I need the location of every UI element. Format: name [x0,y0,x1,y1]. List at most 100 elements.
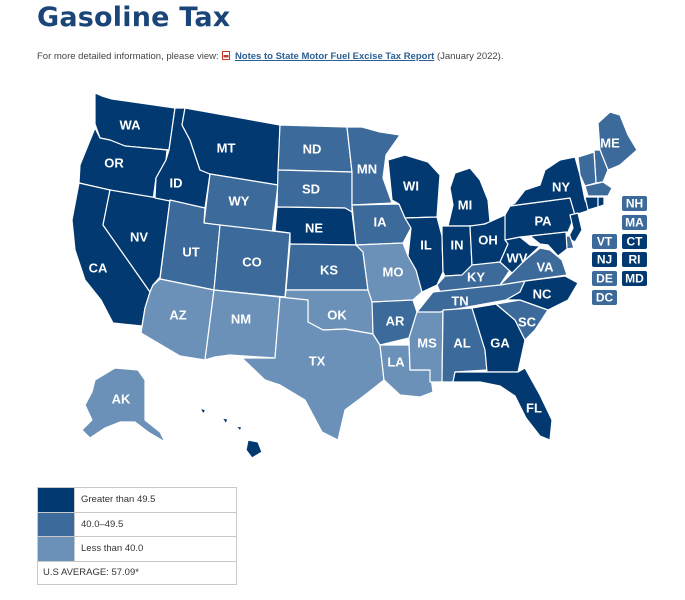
state-box-NH[interactable]: NH [622,196,647,211]
state-label-MA: MA [625,216,644,230]
state-NE[interactable]: NE [274,206,357,246]
state-label-DE: DE [596,272,613,286]
state-label-OK: OK [327,308,347,323]
state-MA[interactable] [584,181,613,197]
state-MD[interactable] [529,231,568,257]
state-label-MO: MO [383,265,404,280]
legend-swatch-high [38,488,75,512]
state-NC[interactable]: NC [505,275,579,311]
state-MO[interactable]: MO [355,242,423,303]
state-label-KY: KY [467,270,485,285]
state-label-IA: IA [374,215,388,230]
legend-row-high: Greater than 49.5 [38,488,236,513]
state-box-RI[interactable]: RI [622,252,647,267]
state-FL[interactable]: FL [452,367,553,441]
legend-row-mid: 40.0–49.5 [38,512,236,537]
state-WI[interactable]: WI [387,154,441,219]
state-MI[interactable]: MI [447,167,491,227]
state-label-NY: NY [552,180,570,195]
legend-swatch-mid [38,512,75,536]
state-SD[interactable]: SD [276,169,353,213]
state-AK[interactable]: AK [81,367,166,443]
state-OR[interactable]: OR [78,127,168,201]
state-label-SD: SD [302,182,320,197]
state-label-GA: GA [490,336,510,351]
state-OH[interactable]: OH [469,214,509,266]
state-AL[interactable]: AL [441,307,488,383]
legend-row-low: Less than 40.0 [38,537,236,562]
state-NM[interactable]: NM [204,289,281,361]
state-label-DC: DC [596,291,614,305]
report-link[interactable]: Notes to State Motor Fuel Excise Tax Rep… [234,51,435,62]
state-label-NJ: NJ [597,253,612,267]
state-box-DE[interactable]: DE [592,271,617,286]
state-label-CA: CA [89,261,108,276]
state-label-AR: AR [386,314,405,329]
state-label-WY: WY [229,194,250,209]
state-AZ[interactable]: AZ [140,278,215,361]
state-label-SC: SC [518,315,537,330]
state-AR[interactable]: AR [371,299,418,346]
state-label-VA: VA [536,260,554,275]
state-label-MI: MI [458,198,472,213]
page-title: Gasoline Tax [37,2,231,33]
legend-swatch-low [38,537,75,561]
state-label-NH: NH [626,197,643,211]
state-label-ND: ND [303,142,322,157]
pdf-file-icon [222,51,231,60]
state-label-OR: OR [104,156,124,171]
state-label-CT: CT [627,235,644,249]
state-box-VT[interactable]: VT [592,234,617,249]
us-map: WA OR CA NV ID MT WY UT AZ CO NM ND [71,92,647,459]
state-label-WI: WI [403,179,419,194]
state-RI[interactable] [597,196,605,208]
subtitle-prefix: For more detailed information, please vi… [37,51,219,62]
state-label-OH: OH [478,233,498,248]
state-label-RI: RI [629,253,641,267]
state-box-DC[interactable]: DC [592,290,617,305]
state-label-PA: PA [534,214,552,229]
state-label-MS: MS [417,336,437,351]
state-label-NV: NV [130,230,148,245]
state-label-AK: AK [112,392,131,407]
state-label-ME: ME [600,136,620,151]
state-label-NE: NE [305,221,323,236]
state-label-IL: IL [420,238,432,253]
state-TX[interactable]: TX [241,296,385,441]
state-ND[interactable]: ND [277,124,353,173]
state-box-NJ[interactable]: NJ [592,252,617,267]
state-box-MA[interactable]: MA [622,215,647,230]
legend-label-low: Less than 40.0 [81,543,144,555]
state-CO[interactable]: CO [213,224,291,298]
state-CT[interactable] [584,196,599,211]
state-label-VT: VT [597,235,613,249]
state-label-MD: MD [625,272,644,286]
state-HI[interactable] [199,407,263,459]
state-label-TN: TN [451,294,468,309]
subtitle-suffix: (January 2022). [436,51,504,62]
state-box-MD[interactable]: MD [622,271,647,286]
state-MN[interactable]: MN [346,126,401,206]
state-label-UT: UT [182,245,199,260]
legend-label-mid: 40.0–49.5 [81,518,124,530]
state-NJ[interactable] [567,212,583,243]
state-label-MT: MT [217,141,236,156]
state-label-WA: WA [120,118,142,133]
state-WA[interactable]: WA [94,92,176,151]
state-box-CT[interactable]: CT [622,234,647,249]
state-label-TX: TX [309,354,326,369]
state-IN[interactable]: IN [441,225,473,277]
state-KS[interactable]: KS [285,243,369,291]
state-IL[interactable]: IL [404,216,444,293]
state-label-ID: ID [170,176,183,191]
state-label-FL: FL [526,401,542,416]
us-average-note: U.S AVERAGE: 57.09* [43,567,139,578]
state-MS[interactable]: MS [408,309,444,383]
state-label-CO: CO [242,255,262,270]
state-WV[interactable]: WV [499,236,541,274]
state-label-LA: LA [387,355,405,370]
state-label-MN: MN [357,162,377,177]
state-label-NC: NC [533,287,552,302]
state-label-AL: AL [453,336,470,351]
legend: Greater than 49.5 40.0–49.5 Less than 40… [37,487,237,585]
